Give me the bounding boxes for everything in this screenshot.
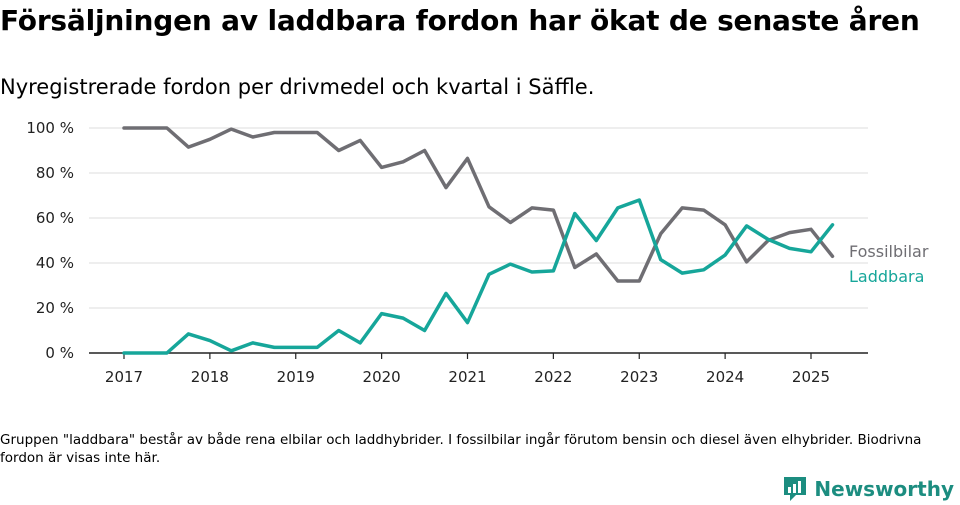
y-tick-label: 60 % xyxy=(36,209,74,227)
series-label-fossilbilar: Fossilbilar xyxy=(849,242,929,261)
line-chart: 0 % 20 % 40 % 60 % 80 % 100 % 2017 2018 2019 202… xyxy=(26,119,929,386)
x-tick-label: 2018 xyxy=(191,368,229,386)
x-tick-label: 2020 xyxy=(363,368,401,386)
series-line-laddbara xyxy=(122,198,835,355)
series-label-laddbara: Laddbara xyxy=(849,267,924,286)
brand-name: Newsworthy xyxy=(814,477,954,501)
x-tick-label: 2025 xyxy=(792,368,830,386)
footnote: Gruppen "laddbara" består av både rena e… xyxy=(0,432,922,466)
x-tick-label: 2021 xyxy=(448,368,486,386)
y-tick-label: 20 % xyxy=(36,299,74,317)
x-tick-label: 2024 xyxy=(706,368,744,386)
x-tick-label: 2022 xyxy=(534,368,572,386)
y-tick-label: 40 % xyxy=(36,254,74,272)
y-tick-label: 100 % xyxy=(26,119,74,137)
series-end-labels: Fossilbilar Laddbara xyxy=(849,242,929,286)
series-line-fossilbilar xyxy=(122,126,835,283)
y-tick-label: 80 % xyxy=(36,164,74,182)
x-tick-label: 2019 xyxy=(277,368,315,386)
y-tick-label: 0 % xyxy=(45,344,74,362)
chart-subtitle: Nyregistrerade fordon per drivmedel och … xyxy=(0,75,595,99)
x-tick-label: 2023 xyxy=(620,368,658,386)
y-axis-ticks: 0 % 20 % 40 % 60 % 80 % 100 % xyxy=(26,119,74,362)
x-axis-ticks: 2017 2018 2019 2020 2021 2022 2023 2024 2025 xyxy=(105,353,830,386)
series-lines xyxy=(122,126,835,355)
chart-title: Försäljningen av laddbara fordon har öka… xyxy=(0,4,920,37)
gridlines xyxy=(89,127,868,309)
x-tick-label: 2017 xyxy=(105,368,143,386)
newsworthy-logo-icon xyxy=(784,477,807,501)
brand[interactable]: Newsworthy xyxy=(782,475,954,503)
